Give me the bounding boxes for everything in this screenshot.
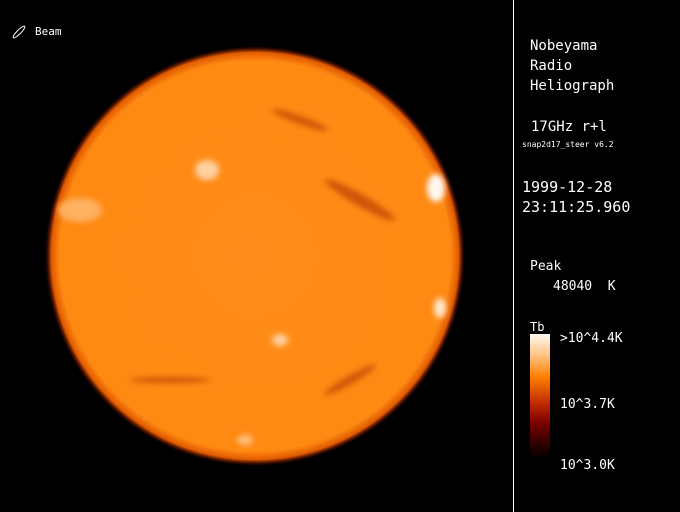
program-label: snap2d17_steer v6.2 <box>522 140 614 149</box>
title-line-3: Heliograph <box>530 78 615 94</box>
sun-disk <box>45 46 465 466</box>
beam-ellipse-icon <box>12 24 26 39</box>
title-line-1: Nobeyama <box>530 38 598 54</box>
peak-value: 48040 K <box>553 279 616 294</box>
bright-regions <box>58 160 446 445</box>
colorbar-title: Tb <box>530 320 545 334</box>
colorbar-max-label: >10^4.4K <box>560 331 623 346</box>
title-line-2: Radio <box>530 58 573 74</box>
beam-label: Beam <box>35 25 62 38</box>
solar-disk-image <box>45 46 465 466</box>
panel-divider <box>513 0 514 512</box>
colorbar-mid-label: 10^3.7K <box>560 397 615 412</box>
time-label: 23:11:25.960 <box>522 198 631 216</box>
date-label: 1999-12-28 <box>522 178 613 196</box>
colorbar <box>530 334 550 456</box>
dark-filaments <box>130 109 395 396</box>
frequency-label: 17GHz r+l <box>531 119 607 135</box>
colorbar-min-label: 10^3.0K <box>560 458 615 473</box>
peak-label: Peak <box>530 259 562 274</box>
